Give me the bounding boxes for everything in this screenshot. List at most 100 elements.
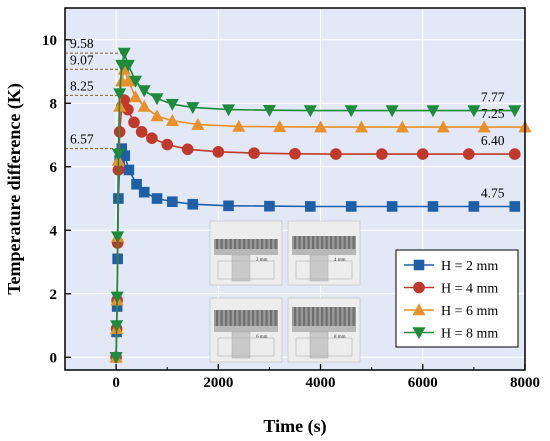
- data-point: [314, 120, 328, 133]
- peak-annotation: 9.07: [70, 52, 94, 67]
- data-point: [150, 93, 164, 106]
- data-point: [344, 105, 358, 118]
- data-point: [165, 98, 179, 111]
- data-point: [191, 117, 205, 130]
- grid: [65, 8, 526, 370]
- data-point: [468, 201, 480, 212]
- data-point: [416, 148, 429, 160]
- final-value-label: 7.25: [481, 106, 505, 121]
- inset-model-image: 6 mm: [209, 297, 283, 363]
- data-point: [330, 148, 342, 160]
- data-point: [477, 120, 491, 133]
- data-point: [345, 201, 357, 212]
- inset-model-image: 8 mm: [287, 297, 361, 363]
- inset-images: 2 mm 4 mm 6 mm 8 mm: [209, 220, 361, 363]
- data-point: [186, 102, 200, 115]
- data-point: [146, 132, 158, 144]
- inset-model-image: 2 mm: [209, 220, 283, 286]
- legend-marker: [412, 303, 426, 316]
- y-tick-label: 4: [50, 223, 58, 239]
- data-point: [137, 85, 151, 98]
- data-point: [508, 148, 521, 160]
- x-tick-label: 2000: [203, 375, 233, 391]
- series-layer: [109, 47, 532, 364]
- data-point: [129, 90, 143, 103]
- data-point: [212, 146, 225, 158]
- data-point: [167, 196, 178, 208]
- legend-marker: [412, 327, 426, 340]
- series-4: [109, 47, 522, 364]
- y-tick-label: 8: [50, 96, 58, 112]
- y-tick-label: 10: [42, 33, 57, 49]
- x-tick-label: 4000: [306, 375, 336, 391]
- x-tick-label: 6000: [408, 375, 438, 391]
- data-point: [385, 105, 399, 118]
- data-point: [262, 104, 276, 117]
- peak-annotation: 8.25: [70, 78, 94, 93]
- data-point: [111, 231, 125, 244]
- legend-label: H = 2 mm: [441, 259, 498, 274]
- data-point: [137, 99, 151, 112]
- data-point: [135, 126, 148, 138]
- data-point: [289, 147, 301, 160]
- data-point: [123, 164, 135, 176]
- final-value-label: 6.40: [481, 133, 505, 148]
- data-point: [467, 105, 481, 118]
- peak-annotation: 6.57: [70, 132, 94, 147]
- legend-label: H = 6 mm: [441, 304, 498, 319]
- data-point: [223, 200, 234, 212]
- data-point: [187, 198, 199, 210]
- y-axis-title: Temperature difference (K): [4, 83, 25, 295]
- data-point: [161, 138, 174, 151]
- data-point: [305, 201, 316, 212]
- legend-marker: [413, 259, 425, 271]
- data-point: [248, 147, 260, 159]
- data-point: [150, 109, 164, 122]
- data-point: [232, 119, 246, 132]
- annotations: 9.589.07 8.25 6.57 4.75 6.40 7.257.77: [70, 36, 505, 200]
- x-tick-label: 0: [112, 375, 120, 391]
- data-point: [117, 47, 131, 60]
- data-point: [273, 120, 287, 133]
- y-tick-label: 0: [50, 350, 58, 366]
- inset-label: 4 mm: [334, 258, 346, 263]
- data-point: [131, 178, 142, 190]
- data-point: [427, 201, 439, 212]
- peak-annotation: 9.58: [70, 36, 94, 51]
- legend-label: H = 8 mm: [441, 327, 498, 342]
- data-point: [462, 148, 475, 160]
- data-point: [128, 116, 140, 129]
- data-point: [109, 351, 123, 364]
- legend-label: H = 4 mm: [441, 282, 498, 297]
- x-axis-title: Time (s): [263, 416, 326, 437]
- data-point: [436, 120, 450, 133]
- data-point: [121, 59, 135, 72]
- data-point: [303, 105, 317, 118]
- legend-marker: [413, 281, 425, 294]
- axes: 0 2000 4000 6000 8000 0 2 4 6 8 10: [42, 33, 540, 391]
- data-point: [110, 291, 124, 304]
- data-point: [151, 193, 163, 204]
- y-tick-label: 6: [50, 160, 58, 176]
- inset-label: 6 mm: [256, 335, 268, 340]
- x-tick-label: 8000: [510, 375, 540, 391]
- series-line: [115, 50, 515, 358]
- inset-model-image: 4 mm: [287, 220, 361, 286]
- data-point: [113, 88, 127, 101]
- inset-label: 8 mm: [334, 335, 346, 340]
- data-point: [354, 120, 368, 133]
- data-point: [426, 105, 440, 118]
- data-point: [386, 201, 398, 212]
- data-point: [222, 104, 236, 117]
- data-point: [264, 200, 275, 212]
- data-point: [376, 148, 388, 160]
- data-point: [165, 114, 179, 127]
- data-point: [181, 143, 194, 156]
- plot-frame: [64, 7, 526, 371]
- data-point: [138, 186, 150, 198]
- final-value-label: 7.77: [481, 90, 505, 105]
- data-point: [121, 74, 135, 87]
- y-tick-label: 2: [50, 287, 58, 303]
- data-point: [508, 105, 522, 118]
